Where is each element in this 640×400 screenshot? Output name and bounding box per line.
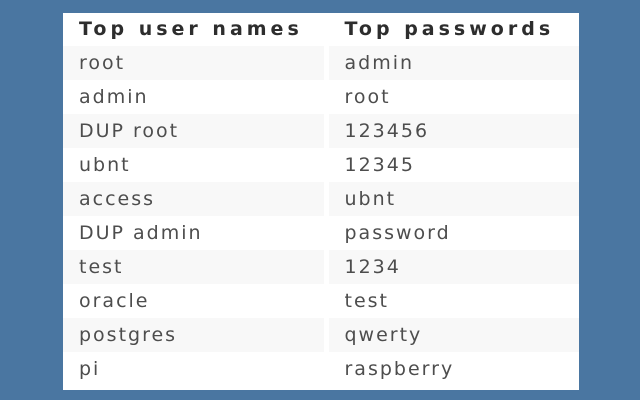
table-row: DUP root 123456 (63, 114, 579, 148)
username-cell: ubnt (63, 148, 326, 182)
column-header-top-passwords: Top passwords (323, 13, 579, 46)
username-cell: DUP root (63, 114, 326, 148)
table-row: postgres qwerty (63, 318, 579, 352)
top-credentials-table: Top user names Top passwords root admin … (63, 13, 579, 386)
username-cell: admin (63, 80, 326, 114)
password-cell: ubnt (323, 182, 579, 216)
username-cell: root (63, 46, 326, 80)
header-row: Top user names Top passwords (63, 13, 579, 46)
username-cell: oracle (63, 284, 326, 318)
table-body: root admin admin root DUP root 123456 ub… (63, 46, 579, 386)
table-row: admin root (63, 80, 579, 114)
username-cell: postgres (63, 318, 326, 352)
password-cell: 123456 (323, 114, 579, 148)
username-cell: DUP admin (63, 216, 326, 250)
password-cell: raspberry (323, 352, 579, 386)
password-cell: password (323, 216, 579, 250)
username-cell: pi (63, 352, 326, 386)
password-cell: qwerty (323, 318, 579, 352)
column-header-top-user-names: Top user names (79, 18, 303, 40)
table-row: oracle test (63, 284, 579, 318)
credentials-stats-panel: Top user names Top passwords root admin … (63, 13, 579, 390)
password-cell: test (323, 284, 579, 318)
password-cell: 1234 (323, 250, 579, 284)
table-row: test 1234 (63, 250, 579, 284)
password-cell: root (323, 80, 579, 114)
table-row: root admin (63, 46, 579, 80)
table-header: Top user names Top passwords (63, 13, 579, 46)
table-row: ubnt 12345 (63, 148, 579, 182)
table-row: DUP admin password (63, 216, 579, 250)
password-cell: admin (323, 46, 579, 80)
table-row: pi raspberry (63, 352, 579, 386)
table-row: access ubnt (63, 182, 579, 216)
username-cell: access (63, 182, 326, 216)
username-cell: test (63, 250, 326, 284)
password-cell: 12345 (323, 148, 579, 182)
